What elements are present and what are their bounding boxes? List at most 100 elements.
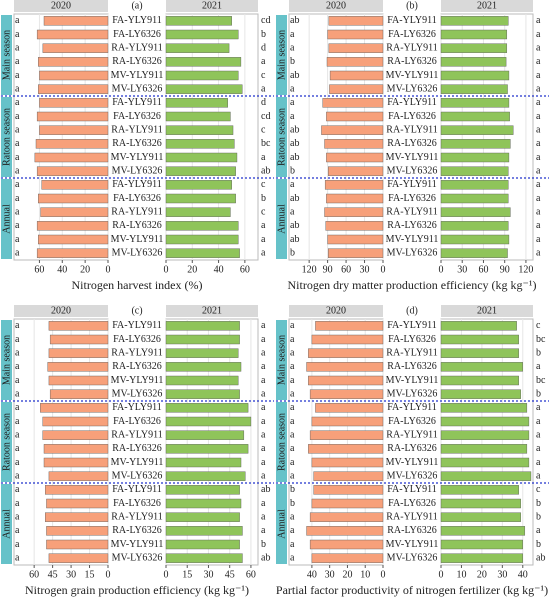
category-label: MV-YLY911 xyxy=(111,375,164,386)
letter-label: a xyxy=(290,179,295,190)
bar xyxy=(440,29,508,40)
bar xyxy=(165,16,232,26)
x-tick-label: 0 xyxy=(164,569,169,580)
letter-label: a xyxy=(15,97,20,108)
bar xyxy=(165,526,243,536)
x-tick-label: 60 xyxy=(29,569,39,580)
bar xyxy=(440,498,521,509)
x-tick-label: 60 xyxy=(341,264,351,275)
x-tick-label: 0 xyxy=(106,569,111,580)
bar xyxy=(313,485,384,495)
x-axis-label: Nitrogen grain production efficiency (kg… xyxy=(25,583,249,597)
category-label: RA-YLY911 xyxy=(111,42,162,53)
bar xyxy=(36,166,109,176)
season-label: Annual xyxy=(1,509,12,539)
category-label: FA-LY6326 xyxy=(113,416,161,427)
category-label: RA-LY6326 xyxy=(387,443,437,454)
letter-label: a xyxy=(15,457,20,468)
category-label: FA-LY6326 xyxy=(113,498,161,509)
letter-label: a xyxy=(261,443,266,454)
category-label: RA-YLY911 xyxy=(111,511,162,522)
x-tick-label: 0 xyxy=(381,569,386,580)
category-label: MV-YLY911 xyxy=(386,457,439,468)
bar xyxy=(165,43,230,53)
category-label: RA-LY6326 xyxy=(387,56,437,67)
letter-label: a xyxy=(536,97,541,108)
category-label: RA-YLY911 xyxy=(111,124,162,135)
bar xyxy=(40,403,109,413)
season-label: Ratoon season xyxy=(276,413,287,471)
bar xyxy=(46,498,109,509)
bar xyxy=(440,70,510,81)
bar xyxy=(328,166,384,176)
letter-label: bc xyxy=(536,334,546,345)
letter-label: a xyxy=(261,470,266,481)
bar xyxy=(440,98,510,108)
bar xyxy=(440,193,509,204)
bar xyxy=(36,221,109,231)
letter-label: d xyxy=(261,42,266,53)
letter-label: ab xyxy=(261,484,270,495)
bar xyxy=(309,512,384,522)
letter-label: b xyxy=(290,247,295,258)
letter-label: a xyxy=(15,539,20,550)
bar xyxy=(38,193,109,204)
letter-label: cd xyxy=(261,111,270,122)
x-tick-label: 60 xyxy=(246,569,256,580)
letter-label: a xyxy=(15,247,20,258)
bar xyxy=(328,43,384,53)
letter-label: d xyxy=(261,97,266,108)
letter-label: a xyxy=(15,234,20,245)
x-tick-label: 120 xyxy=(302,264,317,275)
category-label: RA-YLY911 xyxy=(386,42,437,53)
bar xyxy=(311,416,384,427)
bar xyxy=(165,193,236,204)
season-strip xyxy=(1,402,12,482)
x-tick-label: 90 xyxy=(323,264,333,275)
x-tick-label: 15 xyxy=(182,569,192,580)
letter-label: ab xyxy=(261,552,270,563)
letter-label: a xyxy=(290,402,295,413)
category-label: MV-LY6326 xyxy=(112,247,163,258)
header-label: 2020 xyxy=(326,305,346,316)
category-label: FA-YLY911 xyxy=(387,179,437,190)
bar xyxy=(440,248,508,258)
category-label: MV-LY6326 xyxy=(112,388,163,399)
letter-label: b xyxy=(290,498,295,509)
letter-label: a xyxy=(536,220,541,231)
letter-label: a xyxy=(261,320,266,331)
bar xyxy=(440,471,532,481)
letter-label: a xyxy=(261,375,266,386)
category-label: MV-LY6326 xyxy=(387,470,438,481)
category-label: RA-LY6326 xyxy=(112,361,162,372)
season-strip xyxy=(1,97,12,177)
letter-label: a xyxy=(536,165,541,176)
bar xyxy=(326,152,384,163)
letter-label: a xyxy=(290,470,295,481)
bar xyxy=(165,430,245,440)
season-strip xyxy=(276,15,287,95)
category-label: MV-LY6326 xyxy=(112,470,163,481)
header-bg xyxy=(166,0,258,12)
bar xyxy=(42,416,109,427)
bar xyxy=(40,207,109,217)
category-label: MV-LY6326 xyxy=(387,165,438,176)
bar xyxy=(440,152,510,163)
letter-label: a xyxy=(536,234,541,245)
letter-label: a xyxy=(15,525,20,536)
bar xyxy=(43,16,109,26)
bar xyxy=(440,139,511,149)
category-label: FA-LY6326 xyxy=(113,193,161,204)
letter-label: c xyxy=(261,179,266,190)
category-label: FA-YLY911 xyxy=(112,15,162,26)
header-label: 2021 xyxy=(202,305,222,316)
header-bg xyxy=(14,305,108,317)
category-label: RA-YLY911 xyxy=(386,511,437,522)
letter-label: a xyxy=(15,402,20,413)
letter-label: a xyxy=(536,525,541,536)
x-tick-label: 10 xyxy=(360,569,370,580)
letter-label: a xyxy=(536,179,541,190)
header-bg xyxy=(166,305,258,317)
category-label: MV-LY6326 xyxy=(112,165,163,176)
season-strip xyxy=(276,97,287,177)
